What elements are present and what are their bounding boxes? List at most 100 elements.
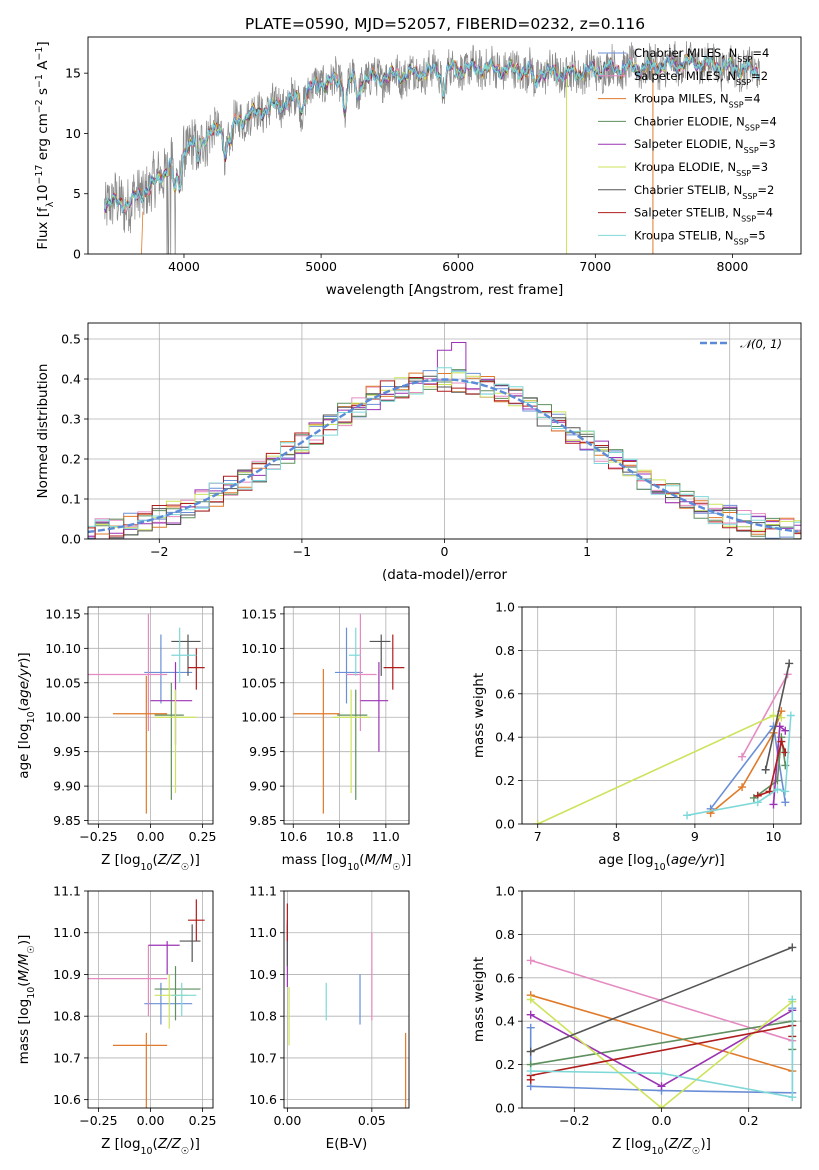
point-kroupa-stelib bbox=[171, 627, 197, 683]
point-chabrier-elodie bbox=[337, 689, 368, 800]
point-chabrier-miles bbox=[144, 634, 193, 704]
data-marker bbox=[533, 820, 542, 824]
y-axis-label: age [log10(age/yr)] bbox=[16, 652, 37, 778]
y-tick-label: 0.0 bbox=[495, 817, 515, 832]
y-axis-label: Flux [fλ10−17 erg cm−2 s−1 A−1] bbox=[34, 41, 56, 249]
axes-frame bbox=[87, 36, 802, 255]
point-chabrier-elodie bbox=[154, 682, 184, 800]
y-tick-label: 10.05 bbox=[45, 675, 81, 690]
axes-frame bbox=[283, 890, 410, 1109]
x-tick-label: 10 bbox=[766, 829, 782, 844]
y-tick-label: 1.0 bbox=[495, 884, 515, 899]
data-marker bbox=[769, 711, 778, 720]
x-tick-label: −0.2 bbox=[559, 1113, 589, 1128]
data-marker bbox=[526, 995, 535, 1004]
y-tick-label: 0.1 bbox=[61, 492, 81, 507]
x-axis-label: (data-model)/error bbox=[382, 567, 508, 583]
data-marker bbox=[753, 798, 762, 807]
x-tick-label: −1 bbox=[293, 544, 311, 559]
x-tick-label: 0.00 bbox=[273, 1113, 301, 1128]
y-tick-label: 5 bbox=[73, 186, 81, 201]
y-tick-label: 10.10 bbox=[45, 641, 81, 656]
x-tick-label: 7 bbox=[534, 829, 542, 844]
x-tick-label: 8 bbox=[612, 829, 620, 844]
legend-label: Kroupa STELIB, NSSP=5 bbox=[634, 228, 766, 246]
x-tick-label: 0.25 bbox=[189, 829, 217, 844]
y-tick-label: 0.4 bbox=[495, 730, 515, 745]
panel-spectrum: 4000 5000 6000 7000 8000 0 5 10 15 Chabrier MILES… bbox=[34, 36, 802, 298]
legend-label: 𝒩(0, 1) bbox=[740, 337, 782, 351]
y-tick-label: 9.90 bbox=[53, 779, 81, 794]
plot-area bbox=[88, 342, 801, 539]
x-axis-label: E(B-V) bbox=[326, 1136, 368, 1152]
y-tick-label: 0.8 bbox=[495, 643, 515, 658]
series-line bbox=[530, 959, 793, 1042]
data-marker bbox=[526, 956, 535, 965]
x-axis-label: Z [log10(Z/Z☉)] bbox=[101, 852, 200, 873]
spectrum-legend: Chabrier MILES, NSSP=4 Salpeter MILES, NS… bbox=[598, 46, 777, 246]
spike-line bbox=[141, 211, 144, 254]
data-marker bbox=[657, 1069, 666, 1078]
x-tick-label: 7000 bbox=[579, 259, 611, 274]
y-tick-label: 10.6 bbox=[249, 1092, 277, 1107]
point-salpeter-elodie bbox=[148, 941, 180, 975]
legend-label: Chabrier STELIB, NSSP=2 bbox=[634, 183, 774, 201]
series-line bbox=[710, 710, 783, 814]
data-marker bbox=[526, 1023, 535, 1032]
panel-age-vs-mass: 10.6 10.8 11.0 9.85 9.90 9.95 10.00 10.05 10.10 1… bbox=[241, 606, 411, 872]
y-tick-label: 0 bbox=[73, 247, 81, 262]
x-tick-label: 0.00 bbox=[137, 829, 165, 844]
panel-age-vs-Z: −0.25 0.00 0.25 9.85 9.90 9.95 10.00 10.05 10.10… bbox=[16, 606, 217, 872]
data-marker bbox=[781, 798, 790, 807]
data-marker bbox=[526, 1010, 535, 1019]
x-tick-label: 1 bbox=[583, 544, 591, 559]
axes-frame bbox=[521, 890, 802, 1109]
x-tick-label: 10.8 bbox=[326, 829, 354, 844]
plot-area bbox=[533, 659, 795, 824]
legend-label: Salpeter ELODIE, NSSP=3 bbox=[634, 137, 776, 155]
data-marker bbox=[788, 943, 797, 952]
y-tick-label: 10.8 bbox=[53, 1009, 81, 1024]
y-tick-label: 9.85 bbox=[249, 813, 277, 828]
x-tick-label: 4000 bbox=[168, 259, 200, 274]
x-tick-label: 0.05 bbox=[358, 1113, 386, 1128]
y-tick-label: 10.6 bbox=[53, 1092, 81, 1107]
legend-label: Salpeter MILES, NSSP=2 bbox=[634, 69, 768, 87]
figure-title: PLATE=0590, MJD=52057, FIBERID=0232, z=0… bbox=[245, 15, 645, 33]
y-tick-label: 0.3 bbox=[61, 412, 81, 427]
series-line bbox=[753, 737, 787, 799]
legend-label: Chabrier ELODIE, NSSP=4 bbox=[634, 114, 777, 131]
x-tick-label: 0.25 bbox=[189, 1113, 217, 1128]
axes-frame bbox=[283, 606, 410, 825]
point-salpeter-miles bbox=[346, 613, 377, 731]
series-kroupa-stelib bbox=[683, 711, 795, 820]
x-tick-label: 5000 bbox=[305, 259, 337, 274]
series-line bbox=[530, 999, 794, 1099]
x-axis-label: Z [log10(Z/Z☉)] bbox=[612, 1136, 711, 1157]
x-axis-label: age [log10(age/yr)] bbox=[598, 852, 724, 873]
y-tick-label: 0.5 bbox=[61, 332, 81, 347]
panel-massweight-vs-Z: −0.2 0.0 0.2 0.0 0.2 0.4 0.6 0.8 1.0 Z [log10(Z/Z… bbox=[471, 884, 802, 1157]
y-tick-label: 11.1 bbox=[249, 884, 277, 899]
y-axis-label: mass weight bbox=[471, 957, 487, 1042]
data-marker bbox=[769, 800, 778, 809]
x-tick-label: 9 bbox=[691, 829, 699, 844]
y-tick-label: 0.0 bbox=[61, 532, 81, 547]
histogram-kroupa-stelib bbox=[88, 367, 801, 539]
x-tick-label: 6000 bbox=[442, 259, 474, 274]
data-marker bbox=[526, 1067, 535, 1076]
x-tick-label: 11.0 bbox=[372, 829, 400, 844]
legend-label: Kroupa ELODIE, NSSP=3 bbox=[634, 160, 768, 178]
point-salpeter-stelib bbox=[383, 634, 405, 690]
point-chabrier-elodie bbox=[154, 966, 201, 1021]
spectrum-model-kroupa-stelib bbox=[104, 54, 760, 212]
y-tick-label: 10.15 bbox=[45, 606, 81, 621]
y-tick-label: 9.90 bbox=[249, 779, 277, 794]
data-marker bbox=[683, 811, 692, 820]
data-marker bbox=[761, 765, 770, 774]
series-chabrier-stelib bbox=[761, 659, 794, 774]
point-kroupa-miles bbox=[113, 1032, 168, 1108]
panel-mass-vs-EBV: 0.00 0.05 10.6 10.7 10.8 10.9 11.0 11.1 E(B-V) bbox=[249, 884, 410, 1152]
y-tick-label: 10.7 bbox=[249, 1050, 277, 1065]
